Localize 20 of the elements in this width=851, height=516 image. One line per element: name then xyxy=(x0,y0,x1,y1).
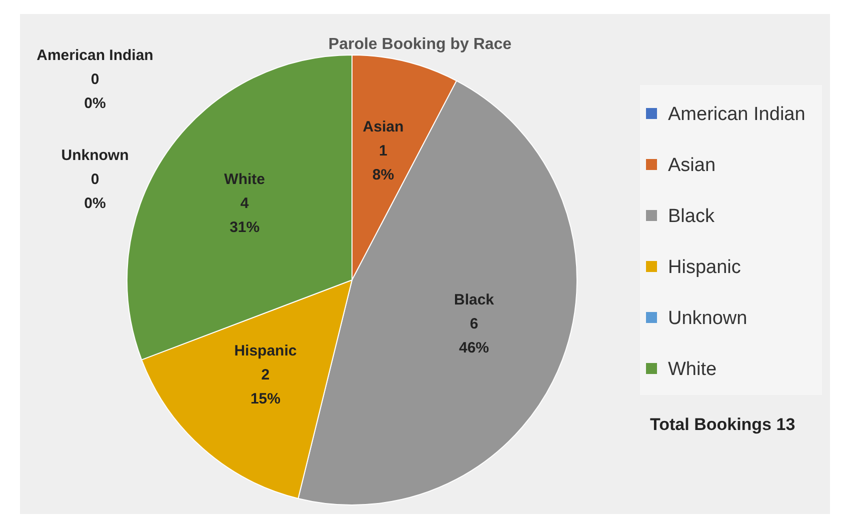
slice-label: Hispanic xyxy=(234,342,297,360)
legend-label: American Indian xyxy=(668,104,806,125)
legend-label: White xyxy=(668,359,717,380)
data-label: 6 46% xyxy=(459,315,490,356)
legend-label: Unknown xyxy=(668,308,748,329)
data-label: 1 8% xyxy=(372,142,394,184)
legend-label: Asian xyxy=(668,155,716,176)
slice-label: Black xyxy=(454,291,495,308)
data-label: 4 31% xyxy=(230,194,260,236)
legend-label: Black xyxy=(668,206,715,227)
text: 0 0% xyxy=(84,71,106,112)
text: 0 0% xyxy=(84,171,106,212)
text: Total Bookings 13 xyxy=(650,415,796,434)
legend-label: Hispanic xyxy=(668,257,741,278)
data-label: 2 15% xyxy=(250,366,280,408)
slice-label: Asian xyxy=(362,118,404,136)
category-label: American Indian xyxy=(36,47,154,64)
category-label: Unknown xyxy=(61,147,129,164)
slice-label: White xyxy=(224,170,266,188)
chart-title: Parole Booking by Race xyxy=(328,36,512,53)
